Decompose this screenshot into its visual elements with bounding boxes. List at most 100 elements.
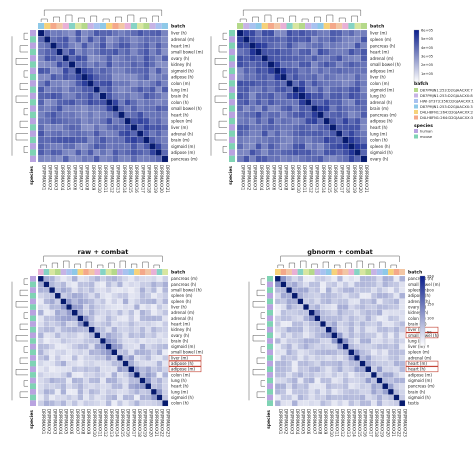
heatmap-cell xyxy=(286,55,293,62)
heatmap-cell xyxy=(88,343,95,350)
heatmap-cell xyxy=(261,111,269,119)
heatmap-cell xyxy=(335,111,343,119)
heatmap-cell xyxy=(111,309,118,316)
heatmap-cell xyxy=(150,292,157,299)
heatmap-cell xyxy=(243,92,250,100)
heatmap-cell xyxy=(118,117,125,125)
heatmap-cell xyxy=(37,383,44,390)
heatmap-cell xyxy=(139,383,146,390)
heatmap-cell xyxy=(117,281,123,288)
batch-cell xyxy=(87,23,94,29)
left-dendrogram xyxy=(11,32,28,156)
heatmap-cell xyxy=(303,388,310,395)
dendrogram-branch xyxy=(218,120,227,128)
heatmap-cell xyxy=(320,309,326,316)
top-dendrogram xyxy=(277,255,400,268)
heatmap-cell xyxy=(60,388,67,395)
heatmap-cell xyxy=(308,298,315,305)
heatmap-cell xyxy=(54,315,61,322)
heatmap-cell xyxy=(134,281,140,288)
heatmap-cell xyxy=(249,67,256,75)
heatmap-cell xyxy=(130,105,138,112)
heatmap-cell xyxy=(43,360,50,367)
heatmap-cell xyxy=(382,309,389,316)
heatmap-cell xyxy=(134,304,140,311)
heatmap-cell xyxy=(360,36,368,43)
heatmap-cell xyxy=(354,343,360,350)
heatmap-cell xyxy=(323,111,330,119)
column-label: DRPRMAXX6 xyxy=(69,409,74,435)
heatmap-cell xyxy=(387,360,394,367)
heatmap-cell xyxy=(354,80,361,87)
heatmap-cell xyxy=(320,332,326,339)
column-label: DRPRMAXX16 xyxy=(134,165,139,193)
heatmap-cell xyxy=(43,338,50,344)
heatmap-cell xyxy=(249,42,256,49)
heatmap-cell xyxy=(308,281,315,288)
heatmap-cell xyxy=(37,332,44,339)
heatmap-cell xyxy=(136,130,144,137)
heatmap-cell xyxy=(56,42,63,49)
heatmap-cell xyxy=(161,61,169,68)
batch-cell xyxy=(329,23,337,29)
heatmap-cell xyxy=(323,61,330,68)
heatmap-cell xyxy=(44,136,51,144)
heatmap-cell xyxy=(68,86,76,93)
heatmap-cell xyxy=(134,394,140,401)
heatmap-cell xyxy=(136,55,144,62)
heatmap-cell xyxy=(305,73,312,81)
heatmap-cell xyxy=(117,275,123,282)
heatmap-cell xyxy=(393,315,400,322)
heatmap-cell xyxy=(87,86,94,93)
heatmap-cell xyxy=(145,360,152,367)
heatmap-cell xyxy=(387,281,394,288)
heatmap-cell xyxy=(303,355,310,361)
heatmap-cell xyxy=(243,86,250,93)
batch-cell xyxy=(60,269,67,275)
heatmap-cell xyxy=(105,377,112,384)
heatmap-cell xyxy=(342,67,349,75)
heatmap-cell xyxy=(49,343,56,350)
heatmap-cell xyxy=(100,298,106,305)
heatmap-cell xyxy=(136,149,144,156)
heatmap-cell xyxy=(150,383,157,390)
heatmap-cell xyxy=(150,377,157,384)
heatmap-cell xyxy=(124,80,131,87)
heatmap-cell xyxy=(331,349,338,356)
dendrogram-branch xyxy=(23,312,28,319)
heatmap-cell xyxy=(274,377,281,384)
heatmap-cell xyxy=(60,321,67,327)
heatmap-cell xyxy=(348,355,355,361)
heatmap-cell xyxy=(354,309,360,316)
heatmap-cell xyxy=(118,48,125,56)
heatmap-cell xyxy=(150,321,157,327)
heatmap-cell xyxy=(106,99,113,106)
heatmap-cell xyxy=(337,400,343,407)
heatmap-cell xyxy=(117,388,123,395)
heatmap-cell xyxy=(43,287,50,294)
heatmap-cell xyxy=(161,36,169,43)
species-cell xyxy=(30,372,36,378)
heatmap-cell xyxy=(376,388,383,395)
heatmap-cell xyxy=(236,36,244,43)
heatmap-cell xyxy=(161,48,169,56)
heatmap-cell xyxy=(274,92,281,100)
heatmap-cell xyxy=(317,67,324,75)
heatmap-cell xyxy=(150,366,157,373)
heatmap-cell xyxy=(145,377,152,384)
heatmap-cell xyxy=(286,383,293,390)
heatmap-cell xyxy=(145,349,152,356)
heatmap-cell xyxy=(117,377,123,384)
heatmap-cell xyxy=(139,298,146,305)
heatmap-cell xyxy=(280,383,287,390)
column-label: DRPRMAXX22 xyxy=(397,409,402,437)
heatmap-cell xyxy=(387,383,394,390)
heatmap-cell xyxy=(280,111,287,119)
row-label: colon (m) xyxy=(171,81,190,86)
heatmap-cell xyxy=(286,143,293,150)
heatmap-cell xyxy=(100,338,106,344)
heatmap-cell xyxy=(111,400,118,407)
heatmap-cell xyxy=(337,287,343,294)
heatmap-cell xyxy=(54,343,61,350)
heatmap-cell xyxy=(286,377,293,384)
